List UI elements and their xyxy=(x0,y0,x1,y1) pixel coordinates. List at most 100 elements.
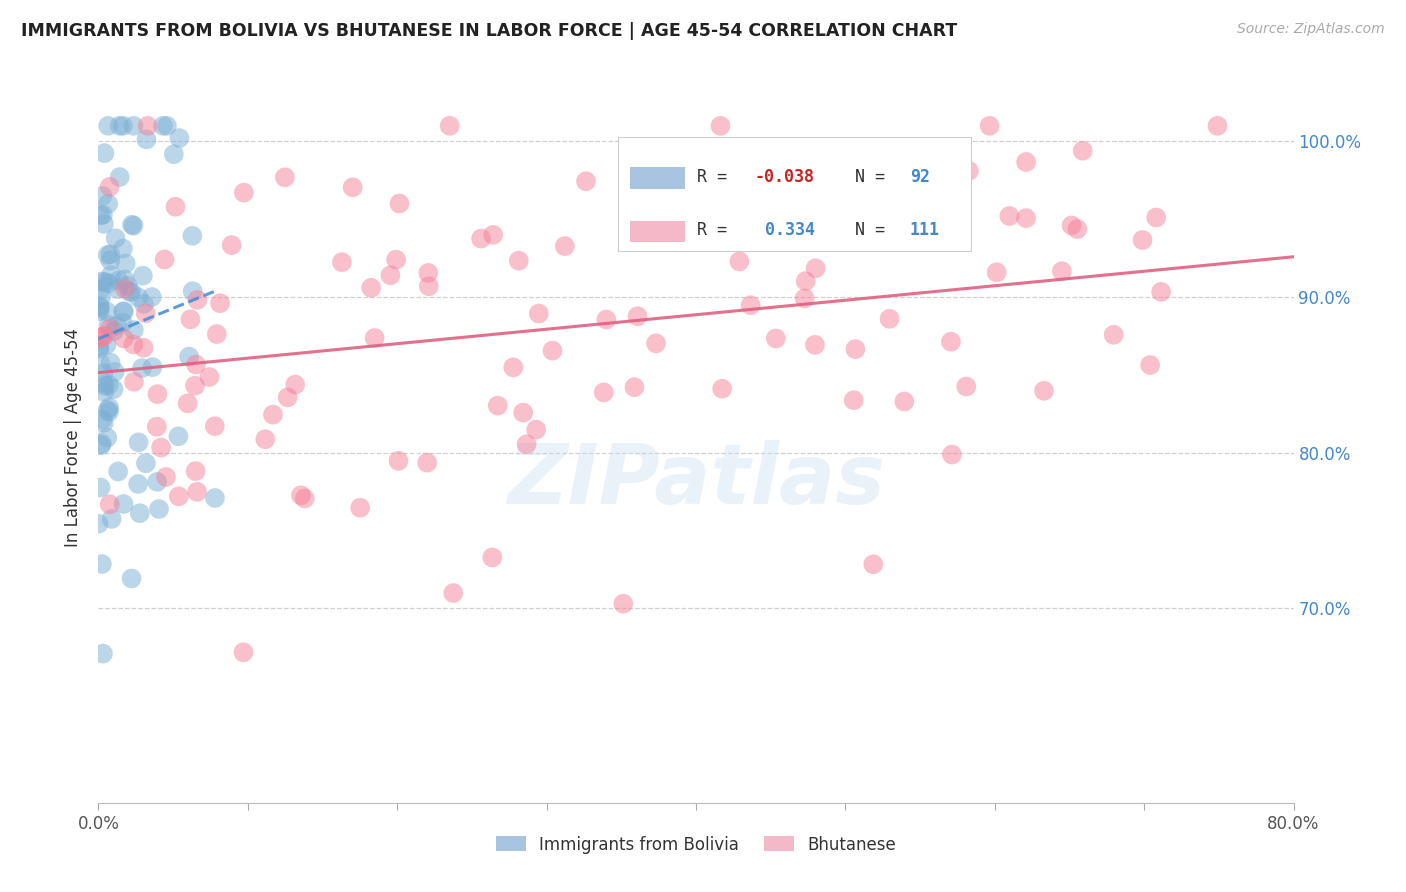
Point xyxy=(122,219,145,233)
Point xyxy=(167,489,190,503)
Point xyxy=(844,172,866,186)
Point xyxy=(141,360,163,375)
Text: Source: ZipAtlas.com: Source: ZipAtlas.com xyxy=(1237,22,1385,37)
Point xyxy=(794,274,817,288)
Point xyxy=(89,356,111,370)
Point xyxy=(121,572,143,586)
Point xyxy=(114,282,136,296)
Point xyxy=(112,304,135,318)
Point xyxy=(91,412,114,426)
Text: N =: N = xyxy=(835,168,894,186)
Point xyxy=(89,342,111,356)
Point xyxy=(132,268,155,283)
Point xyxy=(122,323,145,337)
Point xyxy=(842,393,865,408)
Point xyxy=(93,416,115,430)
Point xyxy=(98,378,121,392)
Point xyxy=(90,438,112,452)
Point xyxy=(439,119,461,133)
Point xyxy=(98,247,121,261)
Point xyxy=(121,218,143,232)
Point xyxy=(979,119,1001,133)
Point xyxy=(1132,233,1154,247)
Text: IMMIGRANTS FROM BOLIVIA VS BHUTANESE IN LABOR FORCE | AGE 45-54 CORRELATION CHAR: IMMIGRANTS FROM BOLIVIA VS BHUTANESE IN … xyxy=(21,22,957,40)
Point xyxy=(122,337,145,351)
Point xyxy=(181,228,204,243)
Point xyxy=(107,465,129,479)
Point xyxy=(122,375,145,389)
Point xyxy=(112,304,135,318)
Point xyxy=(89,208,111,222)
Point xyxy=(90,436,112,450)
Point xyxy=(89,331,111,345)
Point xyxy=(612,597,634,611)
Text: R =: R = xyxy=(697,221,737,239)
FancyBboxPatch shape xyxy=(630,220,685,242)
Point xyxy=(91,647,114,661)
Point xyxy=(117,278,139,293)
Point xyxy=(1066,222,1088,236)
Point xyxy=(97,119,120,133)
Point xyxy=(592,385,614,400)
Point xyxy=(330,255,353,269)
Point xyxy=(955,379,977,393)
Point xyxy=(277,390,299,404)
Point xyxy=(111,316,134,330)
Point xyxy=(136,119,159,133)
Text: R =: R = xyxy=(697,168,737,186)
Point xyxy=(957,164,980,178)
Point xyxy=(98,179,121,194)
Point xyxy=(122,119,145,133)
Point xyxy=(862,558,884,572)
Point xyxy=(516,437,538,451)
Point xyxy=(97,196,120,211)
Point xyxy=(118,285,141,299)
Point xyxy=(508,253,530,268)
Point xyxy=(342,180,364,194)
Point xyxy=(184,464,207,478)
Point xyxy=(482,227,505,242)
Point xyxy=(104,231,127,245)
Point xyxy=(148,502,170,516)
Point xyxy=(155,470,177,484)
Point xyxy=(623,380,645,394)
Point xyxy=(127,477,149,491)
Point xyxy=(274,170,297,185)
Point xyxy=(262,408,284,422)
Point xyxy=(709,119,731,133)
Point xyxy=(90,275,112,289)
Point xyxy=(156,119,179,133)
Point xyxy=(93,366,115,380)
Point xyxy=(132,297,155,311)
Point xyxy=(1206,119,1229,133)
Point xyxy=(153,252,176,267)
Point xyxy=(100,356,122,370)
Point xyxy=(114,272,136,286)
Point xyxy=(107,274,129,288)
Point xyxy=(108,119,131,133)
Point xyxy=(728,254,751,268)
Point xyxy=(652,225,675,239)
Point xyxy=(1015,155,1038,169)
Point xyxy=(470,231,492,245)
Point xyxy=(502,360,524,375)
Point xyxy=(98,321,121,335)
Point xyxy=(108,169,131,184)
Point xyxy=(93,275,115,289)
Point xyxy=(104,365,127,379)
Point xyxy=(541,343,564,358)
Point xyxy=(524,423,547,437)
Point xyxy=(349,500,371,515)
Point xyxy=(1033,384,1056,398)
Point xyxy=(221,238,243,252)
Point xyxy=(90,557,112,571)
Point xyxy=(177,350,200,364)
Point xyxy=(181,284,204,298)
Point xyxy=(91,189,114,203)
Point xyxy=(186,293,208,307)
Text: 92: 92 xyxy=(910,168,929,186)
Point xyxy=(112,331,135,345)
Point xyxy=(380,268,402,283)
Point xyxy=(486,399,509,413)
Point xyxy=(98,401,121,415)
